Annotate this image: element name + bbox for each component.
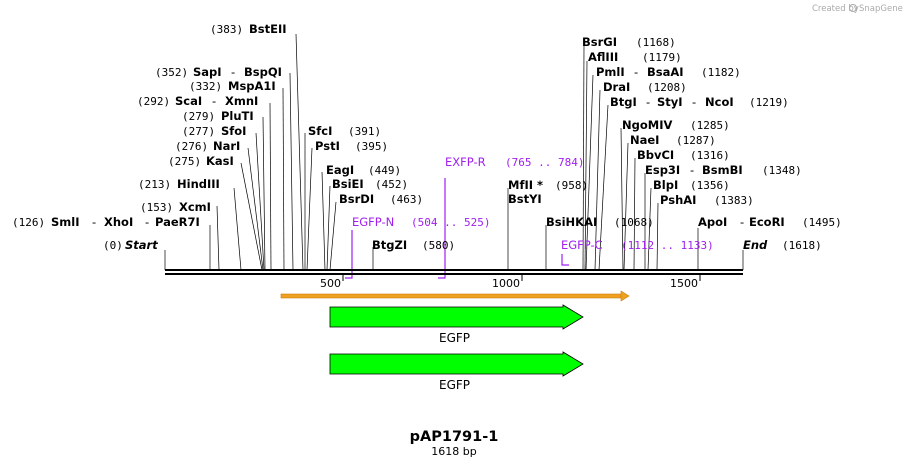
site-bsteii[interactable]: (383) BstEII <box>210 22 287 36</box>
site-labels-right: BsrGI (1168) AflIII (1179) PmlI - BsaAI (1182… <box>582 35 842 252</box>
primer-egfp-n[interactable]: EGFP-N (504 .. 525) <box>352 215 490 229</box>
site-bsihkai[interactable]: BsiHKAI (1068) <box>546 215 654 229</box>
site-pshai[interactable]: PshAI (1383) <box>660 193 754 207</box>
site-esp3i-bsmbi[interactable]: Esp3I - BsmBI (1348) <box>645 163 802 177</box>
site-sfoi[interactable]: (277) SfoI <box>182 124 246 138</box>
site-connectors <box>164 33 744 271</box>
orf-arrow[interactable] <box>280 290 630 302</box>
site-mspa1i[interactable]: (332) MspA1I <box>189 79 276 93</box>
primer-exfp-r-marker <box>438 178 446 279</box>
site-afliii[interactable]: AflIII (1179) <box>588 50 682 64</box>
credit-text: Created by <box>812 4 859 14</box>
site-bstyi[interactable]: BstYI <box>508 192 542 206</box>
site-mfli[interactable]: MfII * (958) <box>508 178 588 192</box>
site-blpi[interactable]: BlpI (1356) <box>653 178 730 192</box>
site-eagi[interactable]: EagI (449) <box>326 163 401 177</box>
start-label: (0) Start <box>103 238 158 252</box>
backbone <box>165 269 743 275</box>
feature-egfp-2[interactable] <box>329 351 584 377</box>
primer-egfp-n-marker <box>345 230 353 279</box>
site-labels-middle: SfcI (391) PstI (395) EagI (449) BsiEI (452)… <box>308 124 654 252</box>
site-apoi-ecori[interactable]: ApoI - EcoRI (1495) <box>698 215 842 229</box>
site-kasi[interactable]: (275) KasI <box>168 154 234 168</box>
site-ngomiv[interactable]: NgoMIV (1285) <box>622 118 730 132</box>
site-smli-xhoi-paer7i[interactable]: (126) SmlI - XhoI - PaeR7I <box>12 215 200 229</box>
tick-label-500: 500 <box>320 277 341 290</box>
site-pluti[interactable]: (279) PluTI <box>182 109 254 123</box>
primer-egfp-c-marker <box>561 254 569 266</box>
snapgene-logo-icon <box>849 4 857 12</box>
tick-label-1000: 1000 <box>492 277 520 290</box>
feature-egfp-2-label: EGFP <box>439 378 470 392</box>
primer-egfp-c[interactable]: EGFP-C (1112 .. 1133) <box>561 238 714 252</box>
map-title: pAP1791-1 <box>410 429 499 445</box>
primer-exfp-r[interactable]: EXFP-R (765 .. 784) <box>445 155 584 169</box>
site-pmli-bsaai[interactable]: PmlI - BsaAI (1182) <box>596 65 741 79</box>
map-length: 1618 bp <box>431 445 476 458</box>
site-btgi-styi-ncoi[interactable]: BtgI - StyI - NcoI (1219) <box>610 95 789 109</box>
site-labels-left: (383) BstEII (352) SapI - BspQI (332) MspA1I … <box>12 22 287 252</box>
site-sfci[interactable]: SfcI (391) <box>308 124 381 138</box>
scale-ticks <box>342 275 701 281</box>
primer-labels: EGFP-N (504 .. 525) EXFP-R (765 .. 784) EG… <box>352 155 714 252</box>
site-btgzi[interactable]: BtgZI (580) <box>372 238 455 252</box>
site-bbvci[interactable]: BbvCI (1316) <box>637 148 730 162</box>
feature-egfp-1-label: EGFP <box>439 331 470 345</box>
tick-label-1500: 1500 <box>670 277 698 290</box>
site-nari[interactable]: (276) NarI <box>175 139 240 153</box>
site-drai[interactable]: DraI (1208) <box>603 80 687 94</box>
site-bsrgi[interactable]: BsrGI (1168) <box>582 35 676 49</box>
primer-markers <box>345 178 569 279</box>
site-bsiei[interactable]: BsiEI (452) <box>332 177 408 191</box>
site-bsrdi[interactable]: BsrDI (463) <box>339 192 423 206</box>
site-sapi-bspqi[interactable]: (352) SapI - BspQI <box>155 65 282 79</box>
site-xcmi[interactable]: (153) XcmI <box>140 200 211 214</box>
site-psti[interactable]: PstI (395) <box>315 139 388 153</box>
feature-egfp-1[interactable] <box>329 304 584 330</box>
end-label: End (1618) <box>743 238 822 252</box>
site-scai-xmni[interactable]: (292) ScaI - XmnI <box>137 94 258 108</box>
site-hindiii[interactable]: (213) HindIII <box>138 177 220 191</box>
site-naei[interactable]: NaeI (1287) <box>630 133 716 147</box>
credit-brand: SnapGene <box>859 4 903 14</box>
